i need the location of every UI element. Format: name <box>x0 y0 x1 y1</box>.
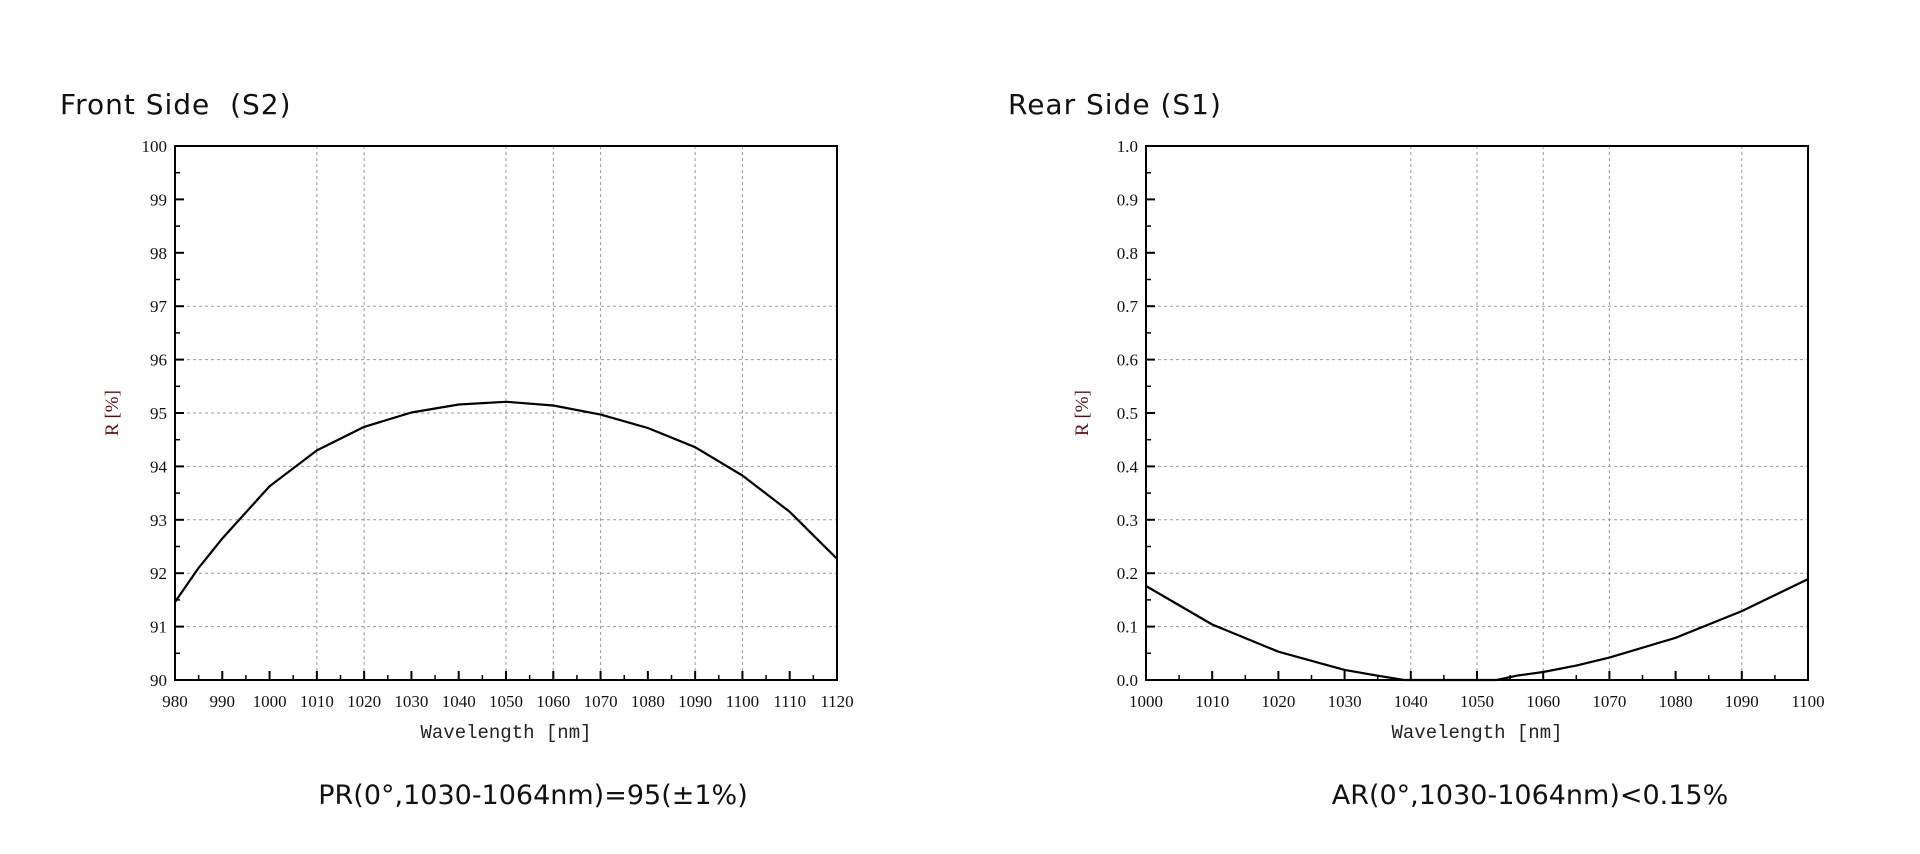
x-tick-label: 1060 <box>536 692 570 711</box>
x-tick-label: 1110 <box>773 692 806 711</box>
x-tick-label: 1060 <box>1526 692 1560 711</box>
x-tick-label: 1120 <box>820 692 853 711</box>
y-tick-label: 0.7 <box>1117 297 1139 316</box>
y-tick-label: 98 <box>150 244 167 263</box>
y-tick-label: 90 <box>150 671 167 690</box>
chart-title-rear: Rear Side (S1) <box>1008 88 1222 121</box>
x-tick-label: 1020 <box>347 692 381 711</box>
y-tick-label: 91 <box>150 618 167 637</box>
x-tick-label: 1090 <box>678 692 712 711</box>
y-tick-label: 96 <box>150 351 167 370</box>
x-tick-label: 1040 <box>1394 692 1428 711</box>
y-tick-label: 0.8 <box>1117 244 1138 263</box>
x-tick-label: 1020 <box>1261 692 1295 711</box>
caption-front: PR(0°,1030-1064nm)=95(±1%) <box>318 780 748 811</box>
y-tick-label: 99 <box>150 190 167 209</box>
x-tick-label: 980 <box>162 692 188 711</box>
x-tick-label: 1050 <box>489 692 523 711</box>
caption-rear: AR(0°,1030-1064nm)<0.15% <box>1331 780 1729 811</box>
x-tick-label: 1010 <box>1195 692 1229 711</box>
x-tick-label: 1080 <box>631 692 665 711</box>
x-tick-label: 1040 <box>442 692 476 711</box>
x-tick-label: 1100 <box>726 692 759 711</box>
y-tick-label: 0.1 <box>1117 618 1138 637</box>
x-tick-label: 1030 <box>1328 692 1362 711</box>
y-tick-label: 0.3 <box>1117 511 1138 530</box>
x-tick-label: 1030 <box>394 692 428 711</box>
y-axis-label: R [%] <box>1072 390 1093 436</box>
y-tick-label: 93 <box>150 511 167 530</box>
x-tick-label: 1000 <box>1129 692 1163 711</box>
x-tick-label: 1080 <box>1659 692 1693 711</box>
y-tick-label: 94 <box>150 457 168 476</box>
y-tick-label: 92 <box>150 564 167 583</box>
x-tick-label: 1100 <box>1791 692 1824 711</box>
y-tick-label: 95 <box>150 404 167 423</box>
plot-frame <box>174 145 838 681</box>
y-tick-label: 0.2 <box>1117 564 1138 583</box>
y-tick-label: 0.9 <box>1117 190 1138 209</box>
reflectance-curve <box>174 400 838 603</box>
y-tick-label: 0.4 <box>1117 457 1139 476</box>
x-tick-label: 1010 <box>300 692 334 711</box>
x-axis-label: Wavelength [nm] <box>420 722 591 744</box>
chart-title-front: Front Side (S2) <box>60 88 292 121</box>
x-tick-label: 1070 <box>584 692 618 711</box>
x-tick-label: 1050 <box>1460 692 1494 711</box>
y-axis-label: R [%] <box>102 390 123 436</box>
x-tick-label: 1090 <box>1725 692 1759 711</box>
y-tick-label: 0.5 <box>1117 404 1138 423</box>
x-axis-label: Wavelength [nm] <box>1391 722 1562 744</box>
y-tick-label: 1.0 <box>1117 137 1138 156</box>
y-tick-label: 100 <box>142 137 168 156</box>
y-tick-label: 0.6 <box>1117 351 1138 370</box>
y-tick-label: 97 <box>150 297 168 316</box>
reflectance-curve <box>1145 578 1809 682</box>
x-tick-label: 1070 <box>1592 692 1626 711</box>
x-tick-label: 1000 <box>253 692 287 711</box>
y-tick-label: 0.0 <box>1117 671 1138 690</box>
x-tick-label: 990 <box>210 692 236 711</box>
